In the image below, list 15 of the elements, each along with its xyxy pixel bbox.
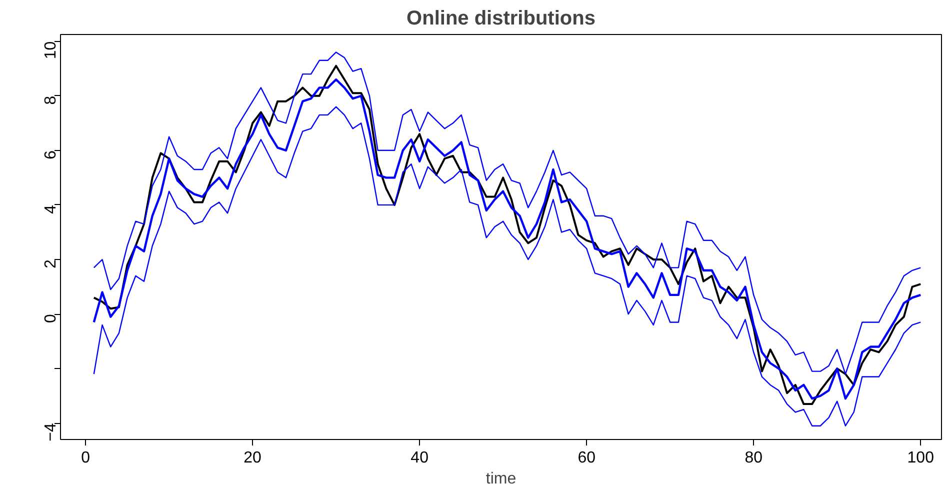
y-tick-label: 2 bbox=[42, 259, 60, 268]
y-tick-label: 6 bbox=[42, 150, 60, 160]
y-tick-label: 4 bbox=[42, 204, 60, 214]
x-axis-title: time bbox=[486, 470, 516, 488]
x-tick-label: 40 bbox=[410, 450, 429, 466]
y-tick-label: 10 bbox=[42, 41, 60, 60]
x-tick-label: 80 bbox=[744, 450, 763, 466]
x-tick-label: 60 bbox=[578, 450, 596, 466]
y-tick-label: 8 bbox=[42, 96, 60, 105]
y-tick-label: −4 bbox=[42, 423, 60, 442]
x-tick-label: 100 bbox=[907, 450, 934, 466]
x-tick-label: 20 bbox=[244, 450, 262, 466]
y-tick-label: 0 bbox=[42, 314, 60, 323]
x-tick-label: 0 bbox=[81, 450, 90, 466]
chart-title: Online distributions bbox=[406, 8, 596, 30]
